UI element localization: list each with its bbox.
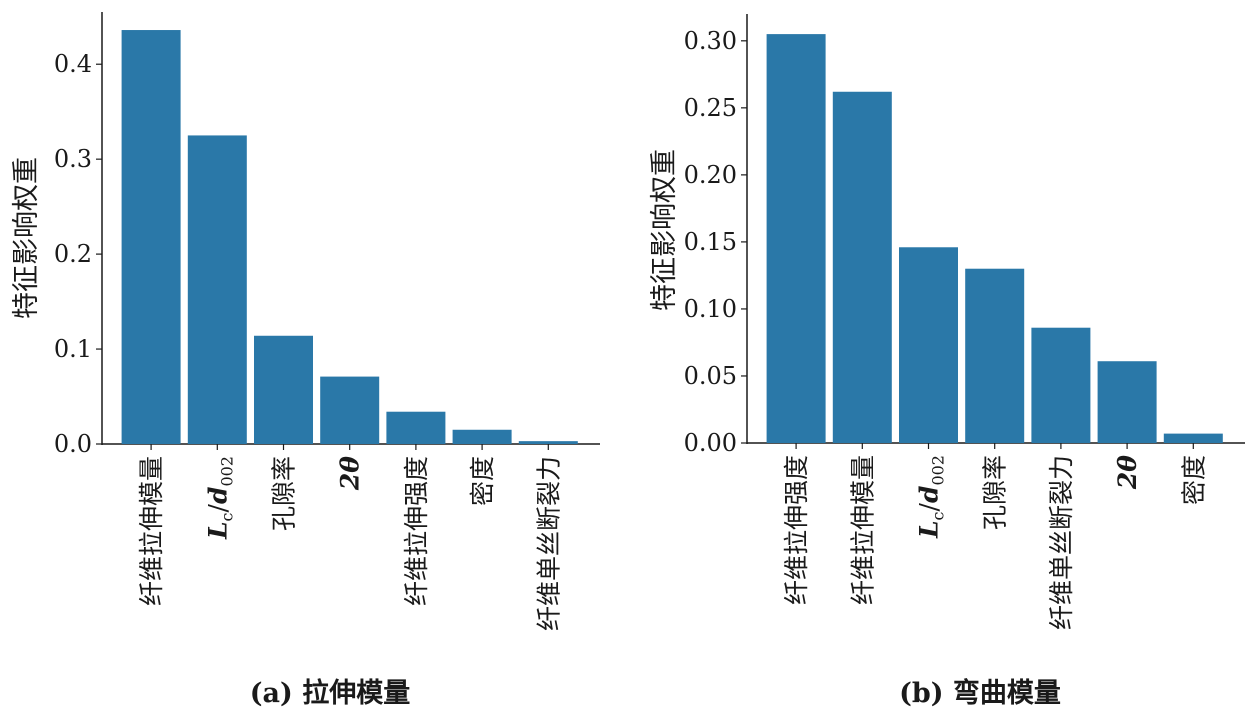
b-category-label: 密度 <box>1179 455 1208 505</box>
a-bar <box>187 135 247 444</box>
b-y-tick-label: 0.00 <box>684 429 737 457</box>
a-category-label: 纤维单丝断裂力 <box>534 456 563 631</box>
b-y-axis-label: 特征影响权重 <box>649 149 680 311</box>
b-category-label: 孔隙率 <box>981 455 1010 530</box>
b-y-tick-label: 0.30 <box>684 27 737 55</box>
a-y-tick-label: 0.3 <box>54 145 92 173</box>
a-category-label: 纤维拉伸强度 <box>402 456 431 606</box>
b-category-label: 纤维拉伸强度 <box>782 455 811 605</box>
a-bar <box>320 376 380 444</box>
a-bar <box>386 411 446 444</box>
a-bar <box>254 335 313 444</box>
b-category-label: 纤维拉伸模量 <box>848 455 877 605</box>
a-category-label: 孔隙率 <box>270 456 299 531</box>
a-category-label: 密度 <box>468 456 497 506</box>
b-bar <box>965 268 1025 443</box>
a-caption: (a) 拉伸模量 <box>250 677 410 709</box>
b-y-tick-label: 0.15 <box>684 228 737 256</box>
b-y-tick-label: 0.20 <box>684 161 737 189</box>
b-category-label: Lc/d002 <box>915 455 948 539</box>
a-y-axis-label: 特征影响权重 <box>11 157 42 319</box>
b-bar <box>1163 433 1223 443</box>
a-y-tick-label: 0.2 <box>54 240 92 268</box>
a-bar <box>121 30 181 445</box>
b-bar <box>1097 361 1157 443</box>
a-category-label: Lc/d002 <box>203 456 236 540</box>
a-category-label: 2θ <box>336 456 365 491</box>
b-category-label: 2θ <box>1113 455 1142 490</box>
a-bar <box>518 441 578 444</box>
b-caption: (b) 弯曲模量 <box>899 677 1061 709</box>
b-bar <box>766 34 826 443</box>
a-y-tick-label: 0.1 <box>54 335 92 363</box>
b-y-tick-label: 0.05 <box>684 362 737 390</box>
a-y-tick-label: 0.4 <box>54 50 92 78</box>
a-category-label: 纤维拉伸模量 <box>137 456 166 606</box>
b-bar <box>832 91 892 443</box>
a-y-tick-label: 0.0 <box>54 430 92 458</box>
b-bar <box>899 247 958 443</box>
b-y-tick-label: 0.25 <box>684 94 737 122</box>
chart-b-flexural-modulus: 0.00 0.05 0.10 0.15 0.20 0.25 0.30 特征影响权重纤维拉伸强度… <box>649 14 1245 709</box>
a-bar <box>452 429 512 444</box>
b-category-label: 纤维单丝断裂力 <box>1047 455 1076 630</box>
b-y-tick-label: 0.10 <box>684 295 737 323</box>
b-bar <box>1031 327 1091 443</box>
